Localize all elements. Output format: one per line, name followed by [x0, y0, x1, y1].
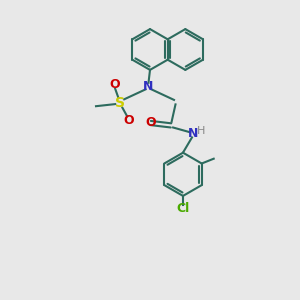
Text: S: S — [115, 96, 125, 110]
Text: H: H — [197, 126, 205, 136]
Text: Cl: Cl — [176, 202, 190, 215]
Text: N: N — [188, 127, 198, 140]
Text: N: N — [143, 80, 154, 93]
Text: O: O — [123, 114, 134, 127]
Text: O: O — [145, 116, 156, 130]
Text: O: O — [109, 78, 120, 92]
